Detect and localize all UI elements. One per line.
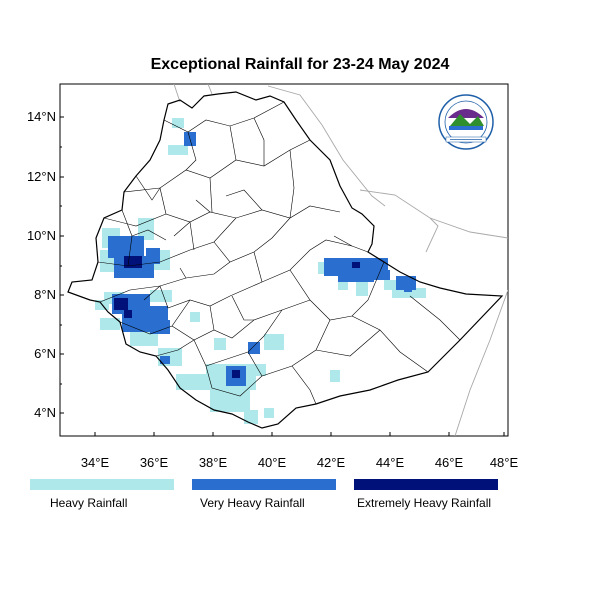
ethiopian-meteorology-institute-logo	[438, 94, 494, 150]
lon-label-42: 42°E	[317, 455, 346, 470]
lon-label-38: 38°E	[199, 455, 228, 470]
lon-ticks	[94, 432, 505, 436]
lat-label-12: 12°N	[27, 169, 56, 184]
zone-boundaries	[97, 101, 461, 405]
lat-label-8: 8°N	[34, 287, 56, 302]
lat-label-6: 6°N	[34, 346, 56, 361]
legend-label-extremely-heavy: Extremely Heavy Rainfall	[357, 496, 492, 510]
lat-label-10: 10°N	[27, 228, 56, 243]
lon-label-40: 40°E	[258, 455, 287, 470]
lon-label-34: 34°E	[81, 455, 110, 470]
legend-label-very-heavy: Very Heavy Rainfall	[200, 496, 305, 510]
neighbour-borders	[173, 84, 508, 436]
lon-label-44: 44°E	[376, 455, 405, 470]
lat-label-14: 14°N	[27, 109, 56, 124]
lon-label-48: 48°E	[490, 455, 519, 470]
legend-swatch-heavy	[30, 479, 174, 490]
legend-swatch-very-heavy	[192, 479, 336, 490]
map-title: Exceptional Rainfall for 23-24 May 2024	[150, 56, 450, 73]
lat-label-4: 4°N	[34, 405, 56, 420]
lon-label-46: 46°E	[435, 455, 464, 470]
legend-swatch-extremely-heavy	[354, 479, 498, 490]
legend-label-heavy: Heavy Rainfall	[50, 496, 128, 510]
lon-label-36: 36°E	[140, 455, 169, 470]
lat-ticks	[60, 116, 64, 414]
